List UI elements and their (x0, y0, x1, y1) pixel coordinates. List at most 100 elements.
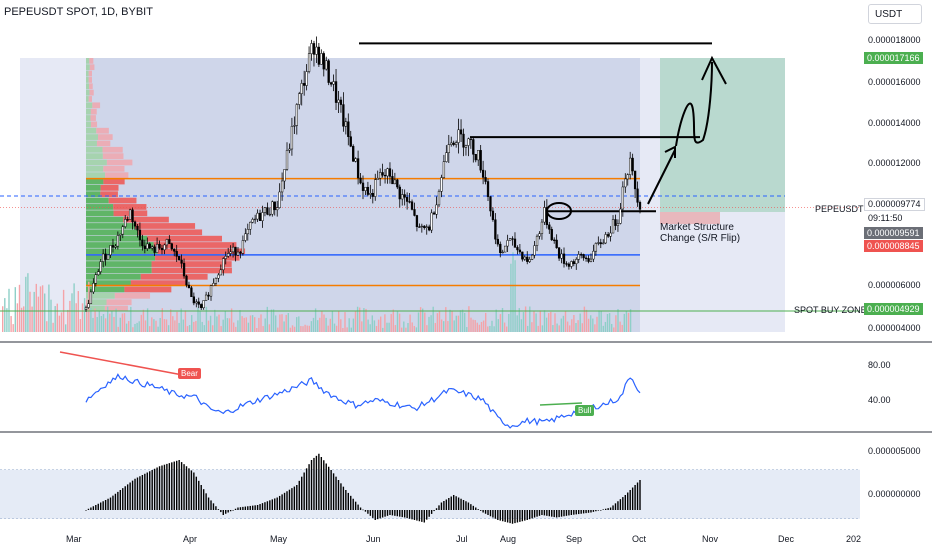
macd-histogram-bar (151, 470, 153, 510)
candle-body (263, 207, 267, 213)
volume-bar (443, 321, 445, 332)
volume-bar (228, 318, 231, 332)
volume-bar (329, 318, 331, 332)
macd-histogram-bar (617, 501, 619, 510)
month-label: Oct (632, 534, 647, 544)
target-zone (660, 58, 785, 212)
candle-body (200, 304, 203, 308)
candle-body (97, 271, 100, 275)
volume-bar (613, 327, 615, 332)
volume-bar (207, 320, 210, 332)
macd-histogram-bar (288, 489, 291, 510)
volume-bar (287, 313, 289, 332)
candle-body (621, 186, 624, 210)
macd-histogram-bar (406, 510, 408, 519)
volume-bar (10, 316, 12, 332)
macd-histogram-bar (278, 495, 281, 510)
volume-bar (629, 309, 632, 332)
volume-bar (426, 325, 428, 332)
volume-bar (281, 314, 283, 332)
macd-histogram-bar (156, 467, 158, 510)
currency-button[interactable]: USDT (868, 4, 922, 24)
macd-histogram-bar (489, 510, 492, 517)
volume-bar (167, 325, 170, 332)
volume-bar (409, 314, 411, 332)
volume-bar (153, 319, 155, 332)
macd-histogram-bar (291, 488, 293, 510)
macd-histogram-bar (543, 510, 546, 516)
volume-bar (220, 326, 222, 332)
macd-histogram-bar (131, 480, 134, 510)
candle-body (550, 229, 553, 241)
macd-histogram-bar (146, 472, 148, 510)
macd-histogram-bar (327, 466, 330, 510)
candle-body (266, 207, 269, 215)
volume-bar (23, 306, 25, 332)
volume-bar (75, 303, 77, 332)
macd-histogram-bar (511, 510, 514, 524)
volume-bar (430, 315, 432, 332)
projection-wave (675, 61, 713, 147)
volume-bar (550, 311, 552, 332)
macd-histogram-bar (418, 510, 421, 522)
volume-bar (608, 313, 611, 332)
candle-body (557, 247, 561, 259)
volume-bar (195, 320, 197, 332)
volume-bar (493, 326, 495, 332)
macd-histogram-bar (452, 495, 455, 510)
volume-bar (161, 308, 163, 332)
volume-bar (83, 298, 86, 332)
candle-body (325, 60, 328, 70)
volume-bar (203, 325, 205, 332)
volume-bar (529, 306, 531, 332)
macd-histogram-bar (198, 480, 200, 510)
macd-histogram-bar (220, 510, 222, 513)
volume-profile-bar (86, 58, 90, 64)
macd-histogram-bar (553, 510, 555, 518)
macd-histogram-bar (325, 463, 327, 510)
volume-bar (512, 252, 514, 332)
candle-body (570, 261, 573, 267)
volume-bar (350, 327, 352, 332)
macd-histogram-bar (303, 472, 305, 510)
candle-body (376, 177, 379, 180)
stop-zone (660, 212, 720, 224)
volume-bar (403, 321, 405, 332)
volume-bar (306, 325, 308, 332)
macd-histogram-bar (462, 500, 465, 510)
volume-bar (46, 321, 48, 332)
macd-histogram-bar (433, 510, 435, 512)
price-tick: 0.000004000 (868, 323, 921, 333)
macd-histogram-bar (413, 510, 416, 520)
volume-bar (279, 314, 281, 332)
candle-body (374, 179, 377, 197)
candle-body (104, 253, 107, 260)
volume-bar (506, 326, 508, 332)
candle-body (459, 129, 463, 135)
volume-bar (125, 323, 128, 332)
volume-bar (447, 321, 449, 332)
candle-body (486, 181, 490, 197)
volume-bar (325, 317, 327, 332)
volume-profile-bar (151, 267, 232, 274)
macd-histogram-bar (595, 510, 597, 512)
volume-bar (369, 324, 371, 332)
candle-body (356, 158, 360, 179)
candle-body (317, 46, 321, 65)
volume-bar (92, 317, 94, 332)
candle-body (354, 158, 357, 162)
volume-bar (527, 325, 529, 332)
macd-histogram-bar (107, 498, 109, 510)
volume-profile-bar (86, 242, 154, 248)
volume-bar (461, 309, 464, 332)
volume-bar (16, 303, 19, 332)
symbol-title[interactable]: PEPEUSDT SPOT, 1D, BYBIT (4, 6, 153, 18)
volume-bar (615, 315, 617, 332)
volume-bar (14, 287, 16, 332)
volume-bar (214, 309, 216, 332)
volume-bar (199, 310, 201, 332)
macd-histogram-bar (592, 510, 595, 512)
macd-histogram-bar (237, 507, 239, 510)
volume-profile-bar (86, 210, 114, 217)
